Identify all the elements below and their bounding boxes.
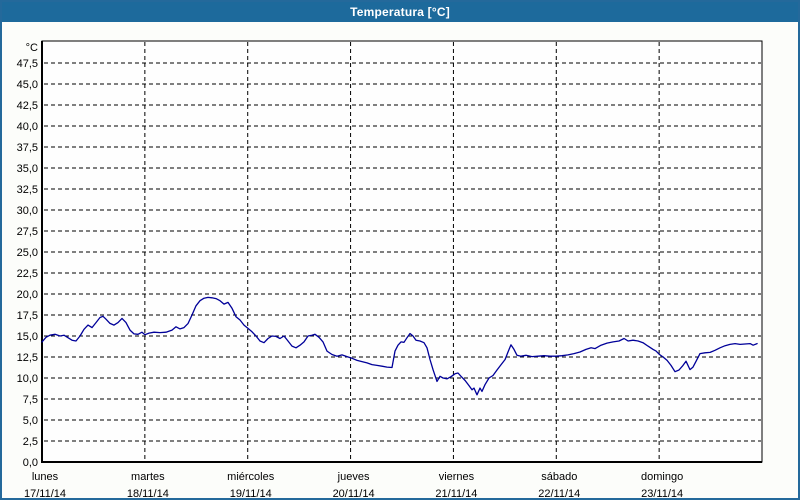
y-tick-label: 0,0 <box>23 457 38 469</box>
x-day-label: domingo <box>641 471 683 483</box>
x-date-label: 19/11/14 <box>230 488 272 498</box>
temperature-line <box>41 296 758 396</box>
y-tick-label: 27,5 <box>17 226 38 238</box>
y-tick-label: 12,5 <box>17 352 38 364</box>
y-tick-label: 45,0 <box>17 79 38 91</box>
y-tick-label: 40,0 <box>17 121 38 133</box>
y-tick-label: 25,0 <box>17 247 38 259</box>
y-tick-label: 35,0 <box>17 163 38 175</box>
x-date-label: 17/11/14 <box>24 488 66 498</box>
x-date-label: 22/11/14 <box>538 488 580 498</box>
y-tick-label: 10,0 <box>17 373 38 385</box>
y-tick-label: 37,5 <box>17 142 38 154</box>
x-date-label: 20/11/14 <box>333 488 375 498</box>
y-tick-label: 2,5 <box>23 436 38 448</box>
y-tick-label: 5,0 <box>23 415 38 427</box>
x-day-label: viernes <box>439 471 475 483</box>
y-tick-label: 15,0 <box>17 331 38 343</box>
y-axis-unit-label: °C <box>26 42 38 54</box>
y-tick-label: 42,5 <box>17 100 38 112</box>
x-day-label: miércoles <box>227 471 275 483</box>
y-tick-label: 7,5 <box>23 394 38 406</box>
y-tick-label: 20,0 <box>17 289 38 301</box>
x-date-label: 21/11/14 <box>435 488 477 498</box>
chart-svg: 2,5 5,0 7,5 10,0 12,5 15,0 17,5 20,0 22,5 25,0 27,… <box>17 40 763 498</box>
y-tick-label: 17,5 <box>17 310 38 322</box>
y-tick-label: 30,0 <box>17 205 38 217</box>
window-titlebar: Temperatura [°C] <box>2 2 798 22</box>
x-date-label: 23/11/14 <box>641 488 683 498</box>
y-tick-label: 22,5 <box>17 268 38 280</box>
x-day-label: jueves <box>337 471 370 483</box>
y-tick-label: 32,5 <box>17 184 38 196</box>
x-date-label: 18/11/14 <box>127 488 169 498</box>
x-day-label: sábado <box>541 471 577 483</box>
x-day-label: lunes <box>32 471 59 483</box>
y-tick-label: 47,5 <box>17 58 38 70</box>
x-day-label: martes <box>131 471 165 483</box>
window-title: Temperatura [°C] <box>350 5 450 19</box>
